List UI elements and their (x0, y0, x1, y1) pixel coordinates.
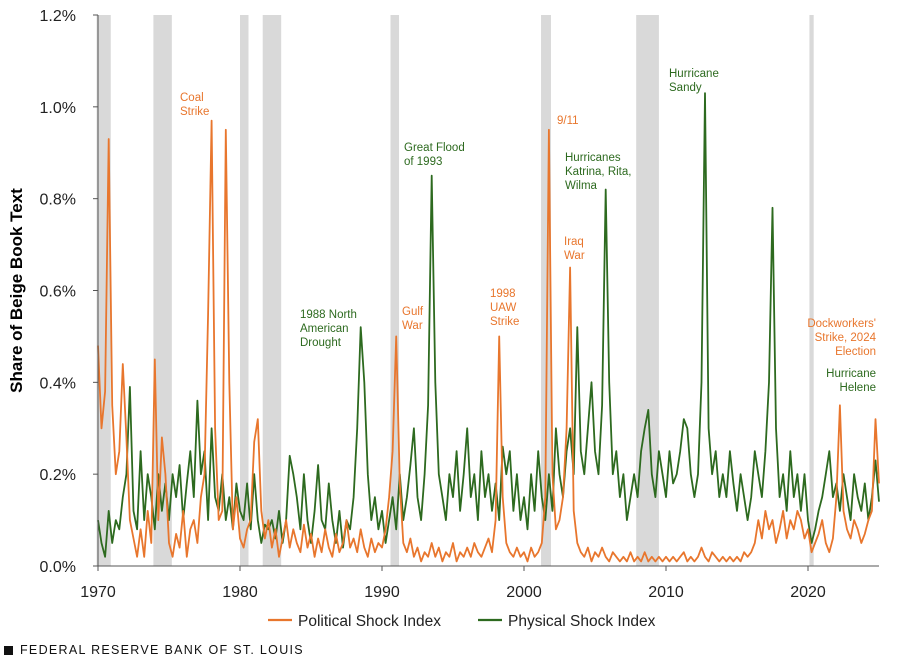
y-tick-label: 0.8% (40, 192, 76, 209)
annotation-label: Hurricanes Katrina, Rita, Wilma (565, 152, 631, 192)
recession-band-3 (262, 15, 282, 566)
footer: FEDERAL RESERVE BANK OF ST. LOUIS (4, 641, 304, 659)
recession-band-6 (636, 15, 659, 566)
series-lines (97, 92, 880, 563)
recession-band-1 (153, 15, 172, 566)
recession-band-4 (390, 15, 400, 566)
annotation-label: 1998 UAW Strike (490, 288, 519, 328)
legend-label-physical: Physical Shock Index (508, 613, 656, 630)
annotation-label: Hurricane Sandy (669, 68, 719, 94)
annotation-label: Hurricane Helene (826, 368, 876, 394)
y-tick-label: 0.4% (40, 375, 76, 392)
x-tick-label: 1980 (222, 584, 258, 601)
physical-shock-line (97, 92, 880, 558)
y-axis-title: Share of Beige Book Text (7, 188, 26, 393)
x-tick-label: 1970 (80, 584, 116, 601)
x-tick-label: 1990 (364, 584, 400, 601)
legend: Political Shock Index Physical Shock Inde… (268, 613, 656, 630)
y-tick-label: 1.0% (40, 100, 76, 117)
political-shock-line (97, 119, 880, 563)
annotation-label: Gulf War (402, 306, 424, 332)
axes: 0.0% 0.2% 0.4% 0.6% 0.8% 1.0% 1.2% 1970 1980 1990… (7, 8, 879, 601)
annotations: Coal Strike 1988 North American Drought Gulf W… (180, 68, 877, 394)
recession-band-2 (240, 15, 249, 566)
recession-band-5 (541, 15, 551, 566)
annotation-label: Great Flood of 1993 (404, 142, 465, 168)
y-tick-label: 1.2% (40, 8, 76, 25)
annotation-label: Coal Strike (180, 92, 209, 118)
y-tick-label: 0.0% (40, 559, 76, 576)
recession-band-0 (96, 15, 111, 566)
footer-source: FEDERAL RESERVE BANK OF ST. LOUIS (20, 643, 304, 657)
annotation-label: 9/11 (557, 115, 579, 127)
y-tick-label: 0.6% (40, 284, 76, 301)
legend-label-political: Political Shock Index (298, 613, 441, 630)
annotation-label: Iraq War (564, 236, 585, 262)
footer-square-icon (4, 645, 13, 655)
x-tick-label: 2000 (506, 584, 542, 601)
recession-bands (96, 15, 814, 566)
annotation-label: Dockworkers' Strike, 2024 Election (807, 318, 876, 358)
annotation-label: 1988 North American Drought (300, 309, 357, 349)
recession-band-7 (809, 15, 814, 566)
y-tick-label: 0.2% (40, 467, 76, 484)
x-tick-label: 2020 (790, 584, 826, 601)
x-tick-label: 2010 (648, 584, 684, 601)
